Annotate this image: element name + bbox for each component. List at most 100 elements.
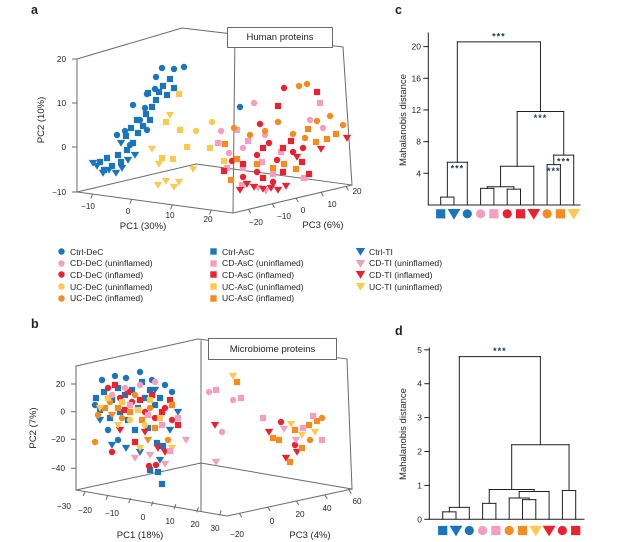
z-axis-tick-label: 20 — [295, 510, 305, 519]
data-point — [114, 436, 122, 444]
panel-d-plot: 0 1 2 3 4 5 Mahalanobis distance *** — [398, 345, 585, 537]
square-marker-icon — [210, 260, 217, 267]
data-point — [98, 376, 106, 384]
z-axis-tick-label: 0 — [270, 517, 275, 526]
data-point — [287, 137, 295, 145]
data-point — [121, 384, 129, 392]
data-point — [158, 408, 166, 416]
z-axis-tick-label: 20 — [352, 187, 362, 196]
legend-item: Ctrl-DeC — [57, 246, 153, 258]
data-point — [265, 139, 273, 147]
x-axis-tick-label: 0 — [126, 207, 131, 216]
data-point — [273, 186, 283, 194]
significance-stars: *** — [492, 31, 506, 41]
data-point — [281, 182, 291, 190]
data-point — [258, 158, 266, 166]
data-point — [188, 165, 198, 173]
data-point — [298, 158, 306, 166]
data-point — [162, 118, 170, 126]
data-point — [233, 155, 241, 163]
x-axis-label: PC1 (18%) — [117, 530, 163, 541]
data-point — [111, 372, 119, 380]
significance-stars: *** — [547, 166, 561, 176]
data-point — [121, 127, 129, 135]
significance-stars: *** — [451, 164, 465, 174]
data-point — [269, 434, 277, 442]
dendrogram-leaf-blue-square — [438, 525, 448, 536]
significance-stars: *** — [493, 346, 507, 356]
data-point — [256, 120, 264, 128]
data-point — [128, 386, 136, 394]
data-point — [151, 401, 159, 409]
legend-item-label: CD-DeC (inflamed) — [70, 269, 144, 280]
data-point — [139, 122, 147, 130]
data-point — [280, 160, 288, 168]
data-point — [238, 181, 246, 189]
data-point — [233, 126, 241, 134]
data-point — [101, 404, 109, 412]
data-point — [104, 166, 114, 174]
data-point — [286, 420, 296, 428]
data-point — [159, 442, 167, 450]
data-point — [326, 112, 334, 120]
data-point — [292, 165, 300, 173]
data-point — [212, 386, 220, 394]
legend-item: CD-AsC (inflamed) — [209, 269, 304, 281]
data-point — [227, 176, 235, 184]
square-marker-icon — [210, 294, 217, 302]
data-point — [313, 117, 321, 125]
data-point — [146, 116, 154, 124]
y-axis-tick-label: 2 — [417, 447, 422, 457]
data-point — [205, 388, 213, 396]
data-point — [107, 411, 117, 419]
panel-letter-c: c — [395, 3, 402, 17]
data-point — [116, 139, 126, 147]
data-point — [130, 454, 140, 462]
data-point — [342, 134, 352, 142]
data-point — [274, 118, 282, 126]
panel-b-points — [91, 368, 326, 488]
data-point — [144, 411, 152, 419]
data-point — [131, 391, 139, 399]
dendrogram-leaf-red-circle — [502, 209, 512, 219]
data-point — [228, 372, 238, 380]
data-point — [129, 139, 137, 147]
data-point — [174, 421, 182, 429]
data-point — [95, 416, 105, 424]
data-point — [129, 101, 137, 109]
data-point — [289, 130, 297, 138]
legend-item: UC-AsC (inflamed) — [209, 292, 304, 304]
data-point — [135, 444, 145, 452]
data-point — [313, 417, 321, 425]
x-axis-tick-label: 10 — [165, 211, 175, 220]
dendrogram-leaf-red-triangle — [542, 525, 556, 537]
data-point — [148, 103, 156, 111]
y-axis-tick-label: 3 — [417, 413, 422, 423]
data-point — [159, 82, 167, 90]
data-point — [118, 398, 126, 406]
data-point — [135, 448, 145, 456]
y-axis-tick-label: 0 — [61, 143, 66, 152]
dendrogram-leaf-pink-circle — [476, 209, 486, 219]
panel-letter-a: a — [31, 3, 38, 17]
dendrogram-leaf-yellow-triangle — [567, 209, 581, 220]
data-point — [211, 458, 221, 466]
data-point — [229, 396, 237, 404]
data-point — [108, 448, 116, 456]
legend-item-label: CD-AsC (uninflamed) — [222, 258, 304, 269]
data-point — [279, 425, 289, 433]
data-point — [313, 88, 321, 96]
data-point — [249, 183, 259, 191]
panel-c-leaf-symbols — [436, 209, 581, 220]
legend-item-label: CD-AsC (inflamed) — [222, 269, 295, 280]
data-point — [192, 127, 200, 135]
data-point — [217, 127, 225, 135]
data-point — [291, 441, 299, 449]
data-point — [305, 170, 313, 178]
panel-a-plot: 20 10 0 −10 −10 0 10 20 −20 −10 0 10 20 PC1 (30%) PC3 … — [36, 27, 362, 232]
data-point — [214, 139, 222, 147]
data-point — [153, 444, 163, 452]
data-point — [152, 461, 160, 469]
data-point — [286, 458, 294, 466]
